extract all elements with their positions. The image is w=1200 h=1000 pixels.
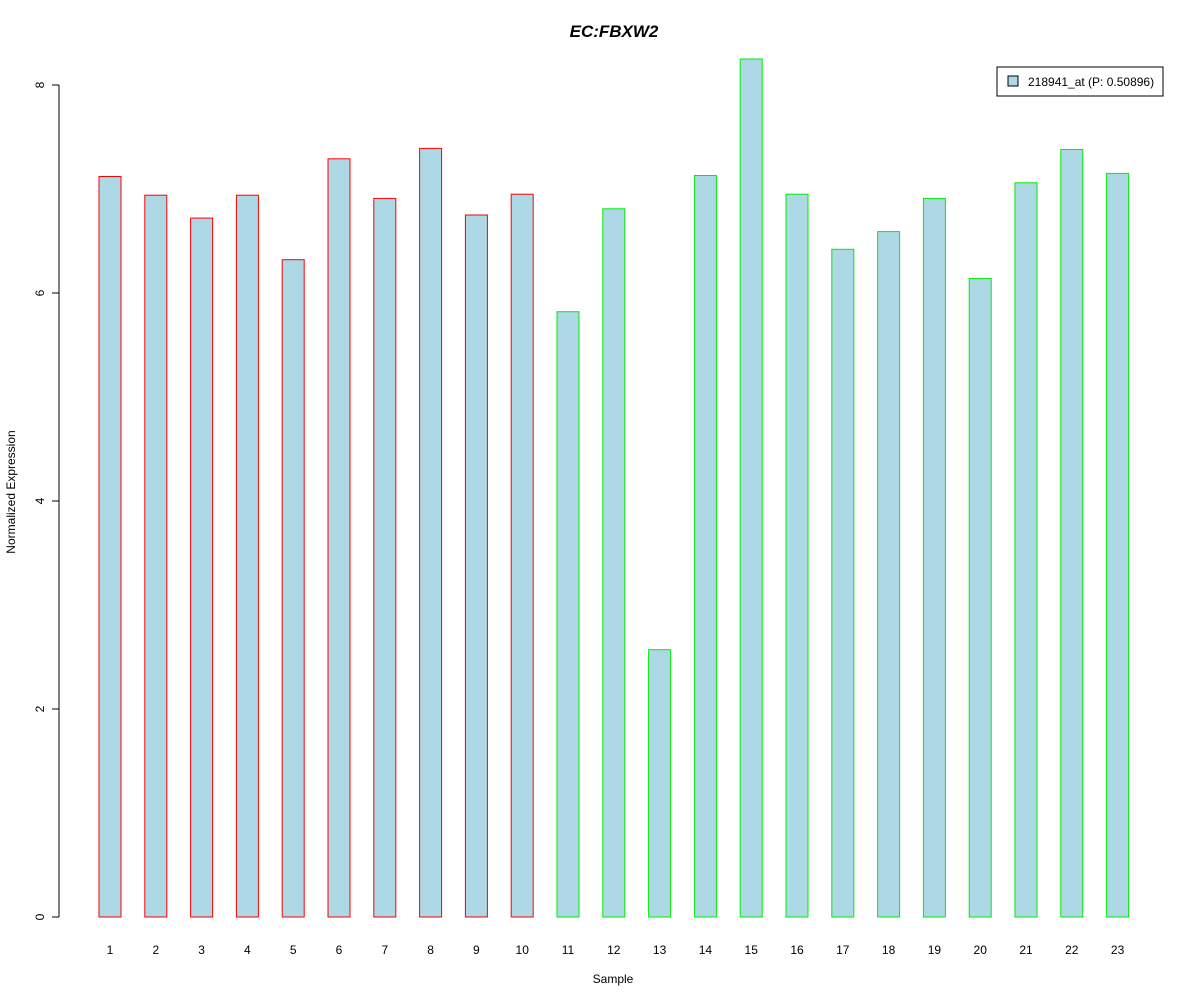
x-tick-label: 23 xyxy=(1111,943,1125,957)
bar-sample-13 xyxy=(648,649,672,918)
bar-sample-12 xyxy=(602,208,626,918)
x-tick-label: 3 xyxy=(198,943,205,957)
x-tick-label: 8 xyxy=(427,943,434,957)
bar-sample-15 xyxy=(739,58,763,918)
bar-sample-3 xyxy=(190,217,214,918)
x-tick-labels: 1 2 3 4 5 6 7 8 9 10 11 12 13 14 15 16 17 18 19 20 21 22 23 xyxy=(107,943,1125,957)
y-axis-label: Normalized Expression xyxy=(4,430,18,553)
bar-sample-11 xyxy=(556,311,580,918)
bar-sample-6 xyxy=(327,158,351,918)
y-tick-label: 2 xyxy=(33,705,47,712)
x-tick-label: 10 xyxy=(516,943,530,957)
bar-sample-7 xyxy=(373,197,397,918)
bar-sample-21 xyxy=(1014,182,1038,918)
x-tick-label: 1 xyxy=(107,943,114,957)
y-tick-label: 6 xyxy=(33,289,47,296)
bar-sample-8 xyxy=(419,147,443,918)
bar-sample-1 xyxy=(98,176,122,918)
bar-sample-4 xyxy=(235,194,259,918)
x-tick-label: 20 xyxy=(974,943,988,957)
chart-title: EC:FBXW2 xyxy=(570,22,659,41)
x-axis-label: Sample xyxy=(593,972,634,986)
x-tick-label: 7 xyxy=(381,943,388,957)
x-tick-label: 13 xyxy=(653,943,667,957)
x-tick-label: 4 xyxy=(244,943,251,957)
legend-swatch xyxy=(1007,75,1019,87)
bar-sample-20 xyxy=(968,277,992,918)
x-tick-label: 16 xyxy=(790,943,804,957)
bar-sample-23 xyxy=(1106,172,1130,918)
bar-sample-2 xyxy=(144,194,168,918)
bar-sample-10 xyxy=(510,193,534,918)
x-tick-label: 14 xyxy=(699,943,713,957)
legend-label: 218941_at (P: 0.50896) xyxy=(1028,75,1154,89)
legend-box xyxy=(996,66,1164,97)
x-tick-label: 15 xyxy=(745,943,759,957)
bars xyxy=(98,58,1130,918)
bar-sample-9 xyxy=(464,214,488,918)
bar-sample-16 xyxy=(785,193,809,918)
x-tick-label: 6 xyxy=(336,943,343,957)
bar-sample-22 xyxy=(1060,149,1084,918)
bar-sample-14 xyxy=(693,175,717,918)
x-tick-label: 21 xyxy=(1019,943,1033,957)
bar-sample-19 xyxy=(922,197,946,918)
x-tick-label: 18 xyxy=(882,943,896,957)
bar-sample-17 xyxy=(831,248,855,918)
bar-sample-5 xyxy=(281,259,305,918)
y-tick-label: 4 xyxy=(33,497,47,504)
bar-sample-18 xyxy=(877,231,901,918)
x-tick-label: 2 xyxy=(152,943,159,957)
x-tick-label: 11 xyxy=(562,943,575,957)
y-tick-label: 8 xyxy=(33,81,47,88)
x-tick-label: 9 xyxy=(473,943,480,957)
x-tick-label: 5 xyxy=(290,943,297,957)
x-tick-label: 19 xyxy=(928,943,942,957)
x-tick-label: 17 xyxy=(836,943,850,957)
y-tick-label: 0 xyxy=(33,913,47,920)
x-tick-label: 22 xyxy=(1065,943,1079,957)
y-axis: 0 2 4 6 8 xyxy=(33,81,60,920)
x-tick-label: 12 xyxy=(607,943,621,957)
legend: 218941_at (P: 0.50896) xyxy=(996,66,1164,97)
